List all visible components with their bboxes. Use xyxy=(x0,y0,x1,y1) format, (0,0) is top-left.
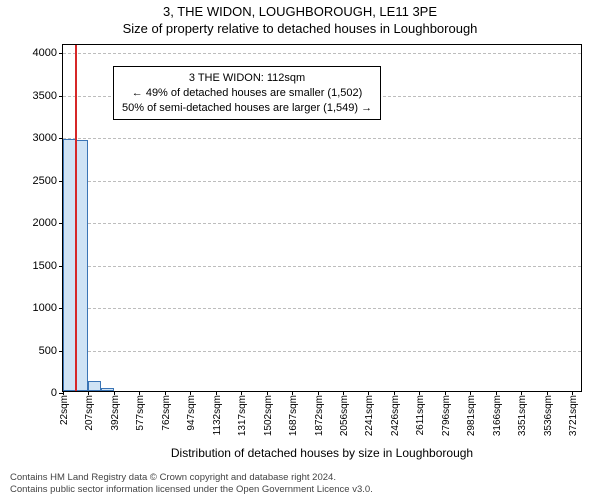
xtick-label: 1132sqm xyxy=(212,395,223,435)
chart-titles: 3, THE WIDON, LOUGHBOROUGH, LE11 3PE Siz… xyxy=(0,0,600,36)
y-axis-label-wrap: Number of detached properties xyxy=(14,44,28,392)
xtick-label: 2426sqm xyxy=(390,395,401,436)
xtick-label: 392sqm xyxy=(110,395,121,431)
xtick-label: 22sqm xyxy=(59,395,70,425)
histogram-bar xyxy=(63,139,76,391)
xtick-label: 3351sqm xyxy=(517,395,528,436)
grid-line xyxy=(63,308,581,309)
xtick-label: 2796sqm xyxy=(441,395,452,436)
ytick-label: 2500 xyxy=(33,175,57,187)
ytick-mark xyxy=(59,96,63,97)
ytick-label: 2000 xyxy=(33,217,57,229)
ytick-label: 1000 xyxy=(33,302,57,314)
histogram-bar xyxy=(88,381,101,391)
grid-line xyxy=(63,351,581,352)
xtick-label: 2056sqm xyxy=(339,395,350,436)
xtick-label: 2981sqm xyxy=(466,395,477,436)
footer-line1: Contains HM Land Registry data © Crown c… xyxy=(10,472,590,484)
xtick-label: 2241sqm xyxy=(364,395,375,436)
annotation-line: 3 THE WIDON: 112sqm xyxy=(122,71,372,86)
histogram-bar xyxy=(101,388,114,391)
grid-line xyxy=(63,181,581,182)
grid-line xyxy=(63,223,581,224)
histogram-bar xyxy=(76,140,89,391)
ytick-label: 4000 xyxy=(33,47,57,59)
ytick-label: 0 xyxy=(51,387,57,399)
ytick-mark xyxy=(59,53,63,54)
xtick-label: 2611sqm xyxy=(415,395,426,435)
xtick-label: 577sqm xyxy=(135,395,146,431)
plot-wrap: 050010001500200025003000350040003 THE WI… xyxy=(62,44,582,392)
marker-line xyxy=(75,45,77,391)
xtick-label: 1872sqm xyxy=(314,395,325,436)
annotation-line: ← 49% of detached houses are smaller (1,… xyxy=(122,86,372,101)
ytick-label: 3000 xyxy=(33,132,57,144)
title-sub: Size of property relative to detached ho… xyxy=(0,21,600,36)
ytick-label: 1500 xyxy=(33,260,57,272)
annotation-line: 50% of semi-detached houses are larger (… xyxy=(122,101,372,116)
plot-area: 050010001500200025003000350040003 THE WI… xyxy=(62,44,582,392)
xtick-label: 1687sqm xyxy=(288,395,299,436)
xtick-label: 947sqm xyxy=(186,395,197,431)
footer: Contains HM Land Registry data © Crown c… xyxy=(10,472,590,496)
xtick-label: 762sqm xyxy=(161,395,172,431)
x-axis-label: Distribution of detached houses by size … xyxy=(62,446,582,460)
xtick-label: 1502sqm xyxy=(263,395,274,436)
xtick-label: 207sqm xyxy=(84,395,95,431)
ytick-label: 3500 xyxy=(33,90,57,102)
xtick-label: 1317sqm xyxy=(237,395,248,436)
grid-line xyxy=(63,53,581,54)
title-main: 3, THE WIDON, LOUGHBOROUGH, LE11 3PE xyxy=(0,4,600,19)
grid-line xyxy=(63,138,581,139)
xtick-label: 3721sqm xyxy=(568,395,579,436)
xtick-label: 3536sqm xyxy=(543,395,554,436)
ytick-label: 500 xyxy=(39,345,57,357)
xtick-label: 3166sqm xyxy=(492,395,503,436)
footer-line2: Contains public sector information licen… xyxy=(10,484,590,496)
grid-line xyxy=(63,266,581,267)
annotation-box: 3 THE WIDON: 112sqm← 49% of detached hou… xyxy=(113,66,381,121)
